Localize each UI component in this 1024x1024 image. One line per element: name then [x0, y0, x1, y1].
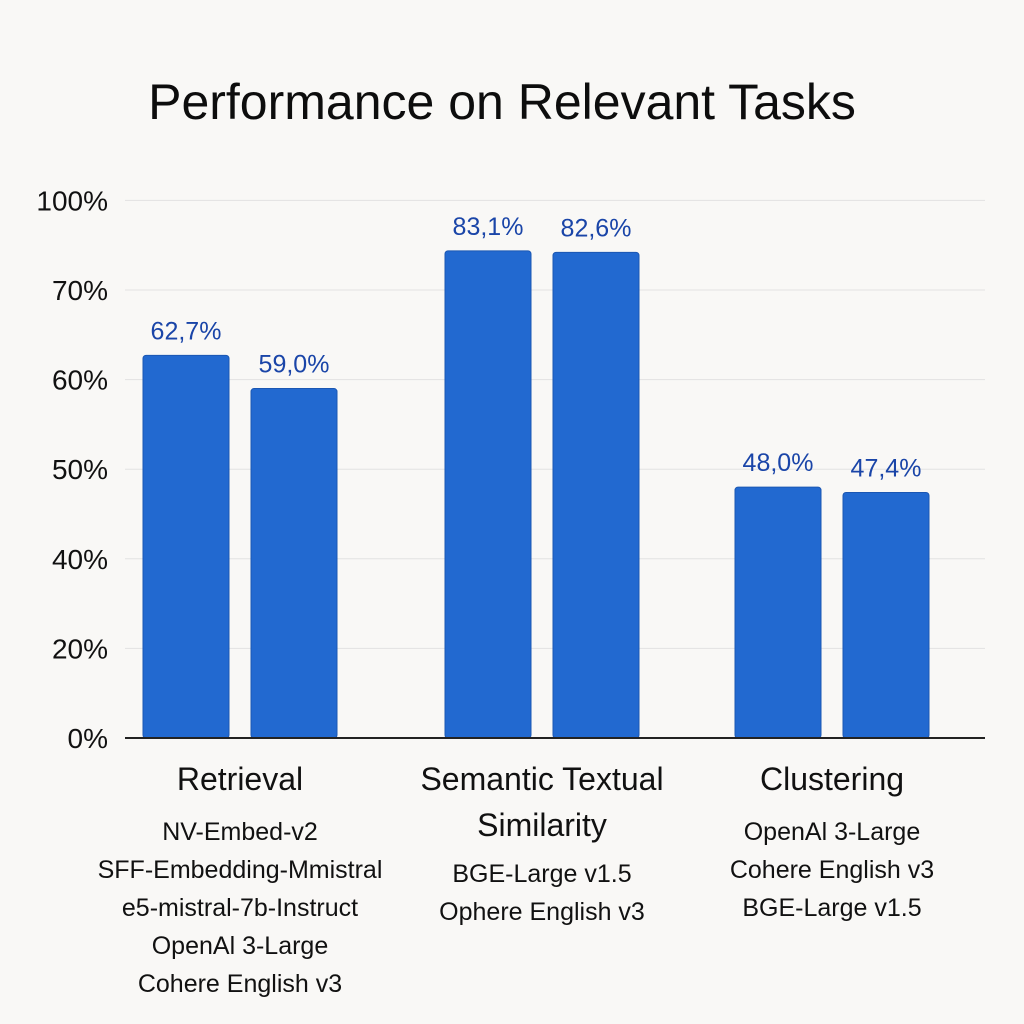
model-name: BGE-Large v1.5 — [742, 894, 921, 922]
model-name: BGE-Large v1.5 — [452, 860, 631, 888]
bar — [142, 354, 230, 739]
category-label: Semantic Textual — [420, 761, 663, 797]
data-label: 59,0% — [259, 351, 330, 379]
bar — [734, 486, 822, 739]
model-name: e5-mistral-7b-Instruct — [122, 894, 358, 922]
y-tick-label: 20% — [52, 633, 108, 664]
chart-title: Performance on Relevant Tasks — [148, 74, 856, 130]
category-label: Similarity — [477, 807, 607, 843]
model-name: OpenAl 3-Large — [744, 818, 921, 846]
model-name: Cohere English v3 — [730, 856, 934, 884]
y-tick-label: 60% — [52, 365, 108, 396]
data-label: 62,7% — [151, 317, 222, 345]
model-lists: NV-Embed-v2 SFF-Embedding-Mmistral e5-mist… — [98, 818, 935, 998]
category-labels: Retrieval Semantic Textual Similarity Clust… — [177, 761, 904, 843]
y-axis-ticks: 0% 20% 40% 50% 60% 70% 100% — [36, 185, 108, 754]
bar — [552, 251, 640, 739]
y-tick-label: 40% — [52, 544, 108, 575]
model-name: OpenAl 3-Large — [152, 932, 329, 960]
y-tick-label: 50% — [52, 454, 108, 485]
model-name: Ophere English v3 — [439, 898, 645, 926]
data-labels: 62,7% 59,0% 83,1% 82,6% 48,0% 47,4% — [151, 213, 922, 483]
data-label: 83,1% — [453, 213, 524, 241]
model-name: NV-Embed-v2 — [162, 818, 318, 846]
y-tick-label: 70% — [52, 275, 108, 306]
model-name: Cohere English v3 — [138, 970, 342, 998]
bar — [250, 388, 338, 739]
model-name: SFF-Embedding-Mmistral — [98, 856, 383, 884]
y-tick-label: 0% — [68, 723, 108, 754]
category-label: Retrieval — [177, 761, 303, 797]
data-label: 47,4% — [851, 454, 922, 482]
bars — [142, 250, 930, 739]
category-label: Clustering — [760, 761, 904, 797]
bar — [444, 250, 532, 739]
data-label: 48,0% — [743, 449, 814, 477]
data-label: 82,6% — [561, 214, 632, 242]
bar — [842, 491, 930, 739]
y-tick-label: 100% — [36, 185, 108, 216]
